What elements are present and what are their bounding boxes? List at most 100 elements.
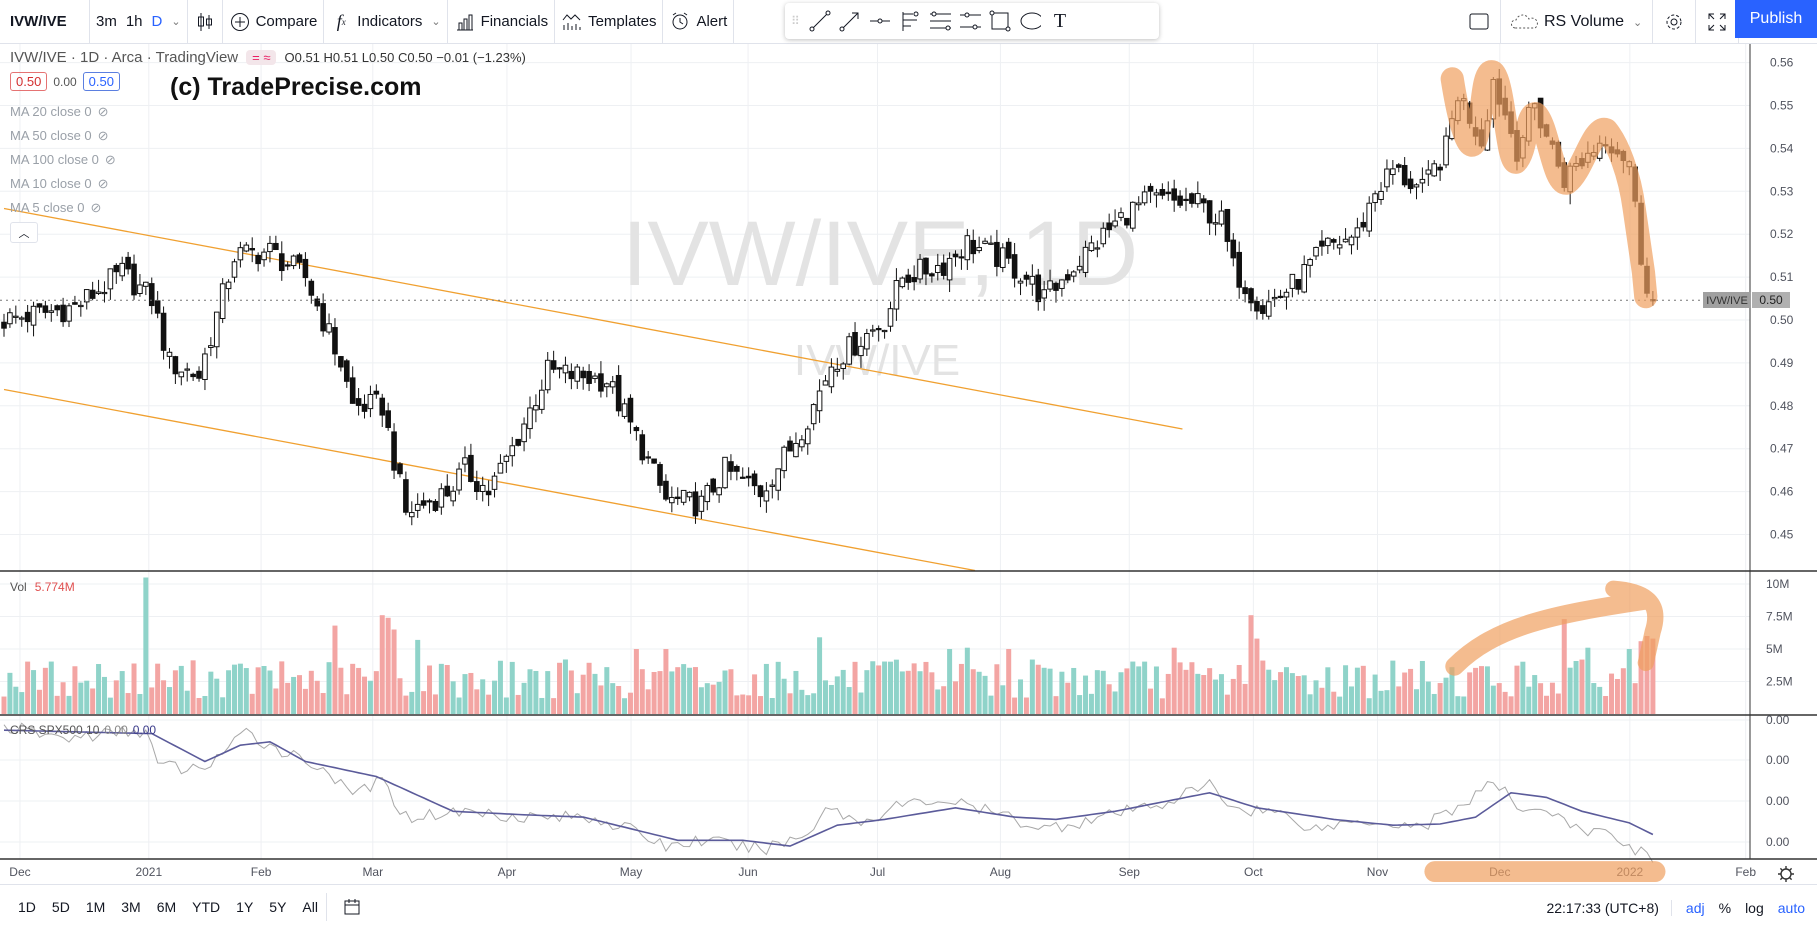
fib-retracement-icon[interactable] (929, 10, 951, 32)
indicators-chevron-icon[interactable]: ⌄ (431, 16, 441, 28)
volume-bar (1278, 672, 1284, 714)
range-6m[interactable]: 6M (156, 899, 177, 915)
candle-body (1218, 210, 1225, 225)
symbol-search[interactable]: IVW/IVE (0, 0, 90, 44)
pitchfork-icon[interactable] (899, 10, 921, 32)
candle-body (1378, 190, 1384, 200)
range-5y[interactable]: 5Y (269, 899, 287, 915)
trend-line-icon[interactable] (809, 10, 831, 32)
auto-toggle[interactable]: auto (1777, 899, 1805, 916)
interval-1h[interactable]: 1h (125, 13, 143, 30)
volume-bar (1520, 661, 1526, 714)
fullscreen-button[interactable] (1696, 0, 1740, 44)
volume-bar (1644, 636, 1650, 714)
financials-button[interactable]: Financials (448, 0, 556, 44)
candle-body (674, 496, 681, 500)
volume-bar (202, 696, 208, 714)
trend-lines[interactable] (3, 207, 1183, 572)
sell-price-box[interactable]: 0.50 (10, 72, 48, 91)
volume-bar (716, 681, 722, 714)
volume-bar (899, 671, 905, 714)
volume-bar (1153, 666, 1159, 714)
volume-bar (698, 687, 704, 714)
range-all[interactable]: All (302, 899, 318, 915)
candle-body (213, 311, 220, 348)
volume-bar (1419, 660, 1425, 714)
volume-bar (344, 694, 350, 714)
ma-legend-item[interactable]: MA 10 close 0 ⊘ (10, 176, 109, 192)
collapse-legend-button[interactable]: ︿ (10, 222, 38, 243)
ma-legend-item[interactable]: MA 50 close 0 ⊘ (10, 128, 109, 144)
range-3m[interactable]: 3M (121, 899, 141, 915)
text-icon[interactable]: T (1053, 9, 1067, 32)
eye-hidden-icon[interactable]: ⊘ (90, 200, 102, 215)
range-1y[interactable]: 1Y (236, 899, 254, 915)
candle-body (905, 274, 912, 283)
ma-legend-item[interactable]: MA 100 close 0 ⊘ (10, 152, 116, 168)
candle-body (438, 488, 445, 508)
candle-body (1206, 200, 1213, 224)
log-toggle[interactable]: log (1745, 899, 1764, 916)
clock-timezone[interactable]: 22:17:33 (UTC+8) (1546, 899, 1672, 916)
candle-body (840, 363, 847, 369)
ma-legend-item[interactable]: MA 5 close 0 ⊘ (10, 200, 101, 216)
ellipse-icon[interactable] (1019, 10, 1041, 32)
parallel-channel-icon[interactable] (959, 10, 981, 32)
percent-toggle[interactable]: % (1718, 899, 1732, 916)
range-1m[interactable]: 1M (85, 899, 106, 915)
templates-button[interactable]: Templates (555, 0, 664, 44)
volume-bar (1260, 660, 1266, 714)
interval-3m[interactable]: 3m (96, 13, 117, 30)
candle-body (208, 345, 214, 349)
rectangle-icon[interactable] (989, 10, 1011, 32)
time-axis-settings-icon[interactable] (1778, 866, 1794, 882)
legend-toggle-pill[interactable]: = ≈ (246, 49, 277, 65)
range-ytd[interactable]: YTD (192, 899, 221, 915)
eye-hidden-icon[interactable]: ⊘ (97, 104, 109, 119)
series-title[interactable]: IVW/IVE · 1D · Arca · TradingView (10, 48, 239, 66)
candle-body (1407, 178, 1414, 190)
chart-type-button[interactable] (188, 0, 223, 44)
calendar-goto-icon[interactable] (341, 896, 363, 918)
settings-button[interactable] (1653, 0, 1697, 44)
drag-handle-icon[interactable]: ⠿ (791, 14, 800, 28)
volume-bar (1053, 696, 1059, 714)
candle-body (1431, 163, 1438, 177)
candle-body (864, 333, 870, 350)
publish-label: Publish (1749, 10, 1803, 27)
volume-bar (757, 696, 763, 714)
select-rectangle-button[interactable] (1458, 0, 1501, 44)
crs-label[interactable]: CRS SPX500 10 (10, 723, 100, 737)
horizontal-ray-icon[interactable] (869, 10, 891, 32)
volume-bar (616, 685, 622, 714)
alert-button[interactable]: Alert (663, 0, 735, 44)
candle-body (444, 485, 451, 497)
volume-bar (657, 671, 663, 714)
crs-tick-label: 0.00 (1766, 835, 1790, 849)
candle-body (432, 500, 439, 511)
range-1d[interactable]: 1D (18, 899, 36, 915)
buy-price-box[interactable]: 0.50 (82, 72, 120, 91)
candle-body (373, 390, 380, 395)
range-5d[interactable]: 5D (51, 899, 70, 915)
volume-label[interactable]: Vol (10, 580, 27, 594)
volume-bar (119, 671, 125, 714)
publish-button[interactable]: Publish (1735, 0, 1817, 38)
volume-bar (1526, 686, 1532, 714)
axes[interactable]: 0.56 0.55 0.54 0.53 0.52 0.51 0.50 0.49 0.48 0.47… (9, 56, 1793, 879)
ma-label: MA 100 close 0 (10, 152, 99, 167)
compare-button[interactable]: Compare (223, 0, 325, 44)
ma-legend-item[interactable]: MA 20 close 0 ⊘ (10, 104, 109, 120)
layout-dropdown[interactable]: RS Volume ⌄ (1501, 0, 1654, 44)
eye-hidden-icon[interactable]: ⊘ (104, 152, 116, 167)
eye-hidden-icon[interactable]: ⊘ (97, 128, 109, 143)
adjust-toggle[interactable]: adj (1685, 899, 1705, 916)
arrow-line-icon[interactable] (839, 10, 861, 32)
series-legend: IVW/IVE · 1D · Arca · TradingView = ≈ O0… (10, 46, 526, 68)
interval-d[interactable]: D (151, 13, 163, 30)
candle-body (1106, 222, 1112, 231)
interval-dropdown-chevron-icon[interactable]: ⌄ (171, 16, 181, 28)
eye-hidden-icon[interactable]: ⊘ (97, 176, 109, 191)
